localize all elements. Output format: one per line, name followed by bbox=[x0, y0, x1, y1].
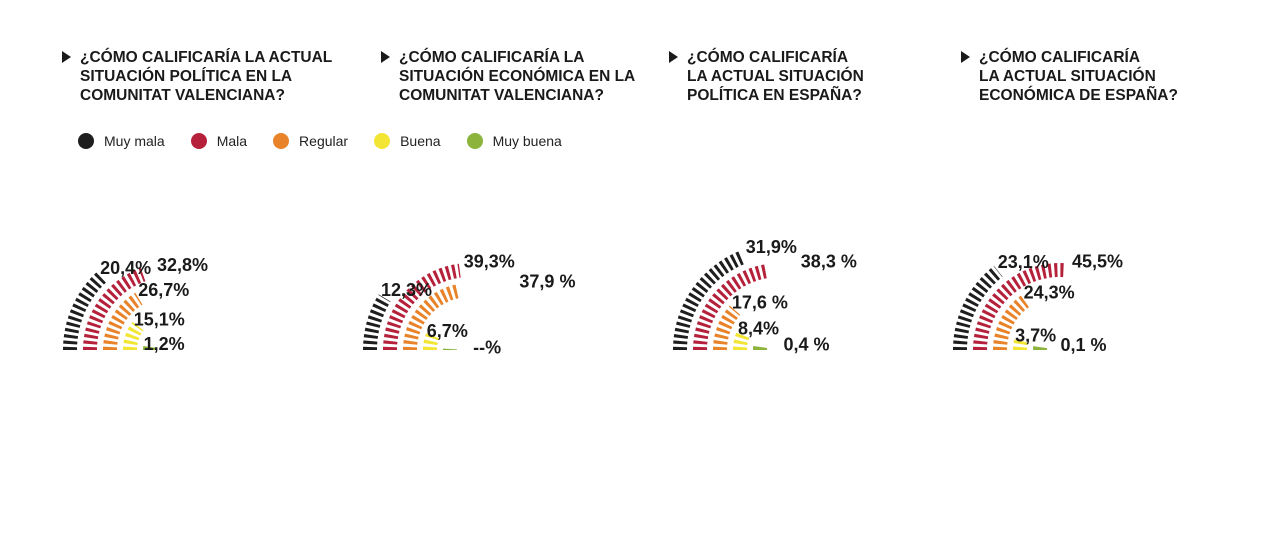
title-line: ¿Cómo calificaría bbox=[979, 49, 1141, 66]
arc-muy-mala bbox=[63, 272, 107, 351]
data-label: 0,4 % bbox=[784, 335, 830, 355]
data-label: --% bbox=[473, 337, 501, 357]
question-title-3: ¿Cómo calificaría la actual situación polí… bbox=[669, 48, 864, 105]
data-label: 3,7% bbox=[1015, 326, 1056, 346]
title-line: la actual situación bbox=[979, 68, 1156, 85]
arc-muy-mala bbox=[673, 250, 747, 351]
title-line: ¿Cómo calificaría bbox=[687, 49, 849, 66]
data-label: 38,3 % bbox=[801, 252, 857, 272]
data-label: 31,9% bbox=[746, 237, 797, 257]
data-label: 15,1% bbox=[134, 309, 185, 329]
data-label: 45,5% bbox=[1072, 252, 1123, 272]
data-label: 8,4% bbox=[738, 319, 779, 339]
data-label: 24,3% bbox=[1024, 283, 1075, 303]
question-title-2: ¿Cómo calificaría la situación económica … bbox=[381, 48, 636, 105]
question-title-1: ¿Cómo calificaría la actual situación pol… bbox=[62, 48, 333, 105]
title-line: ¿Cómo calificaría la bbox=[399, 49, 585, 66]
title-line: ¿Cómo calificaría la actual bbox=[80, 49, 333, 66]
arc-mala bbox=[973, 263, 1067, 351]
data-label: 17,6 % bbox=[732, 293, 788, 313]
chart-2: 12,3% 39,3%37,9 % 6,7%--% bbox=[363, 251, 575, 357]
legend: Muy mala Mala Regular Buena Muy buena bbox=[78, 133, 588, 149]
arc-mala bbox=[83, 268, 146, 351]
legend-label: Regular bbox=[299, 133, 349, 149]
title-line: política en España? bbox=[687, 87, 862, 104]
arc-buena bbox=[733, 330, 750, 351]
arc-mala bbox=[693, 264, 769, 351]
data-label: 12,3% bbox=[381, 280, 432, 300]
data-label: 32,8% bbox=[157, 255, 208, 275]
triangle-icon bbox=[961, 51, 970, 63]
title-line: Comunitat Valenciana? bbox=[80, 87, 285, 104]
title-line: situación política en la bbox=[80, 68, 293, 85]
legend-item: Regular bbox=[273, 133, 348, 149]
data-label: 6,7% bbox=[427, 321, 468, 341]
legend-item: Muy mala bbox=[78, 133, 165, 149]
title-line: situación económica en la bbox=[399, 68, 636, 85]
legend-item: Mala bbox=[190, 133, 248, 149]
data-label: 26,7% bbox=[138, 280, 189, 300]
legend-label: Mala bbox=[216, 133, 248, 149]
arc-buena bbox=[423, 333, 440, 351]
legend-swatch bbox=[273, 133, 290, 149]
legend-label: Muy buena bbox=[492, 133, 562, 149]
arc-mala bbox=[383, 263, 461, 351]
data-label: 23,1% bbox=[998, 252, 1049, 272]
triangle-icon bbox=[381, 51, 390, 63]
legend-swatch bbox=[190, 133, 207, 149]
legend-label: Muy mala bbox=[104, 133, 165, 149]
arc-regular bbox=[713, 305, 741, 351]
arc-buena bbox=[1013, 337, 1029, 351]
data-label: 20,4% bbox=[100, 258, 151, 278]
data-label: 37,9 % bbox=[519, 272, 575, 292]
title-line: Comunitat Valenciana? bbox=[399, 87, 604, 104]
title-line: la actual situación bbox=[687, 68, 864, 85]
arc-buena bbox=[123, 321, 144, 351]
legend-swatch bbox=[78, 133, 94, 149]
arc-regular bbox=[403, 284, 462, 351]
arc-muy-mala bbox=[953, 265, 1003, 351]
legend-label: Buena bbox=[400, 133, 441, 149]
chart-3: 31,9%38,3 % 17,6 % 8,4%0,4 % bbox=[673, 237, 857, 355]
arc-muy-mala bbox=[363, 294, 391, 351]
question-title-4: ¿Cómo calificaría la actual situación econ… bbox=[961, 48, 1178, 105]
data-label: 1,2% bbox=[144, 334, 185, 354]
chart-1: 20,4% 32,8% 26,7% 15,1% 1,2% bbox=[63, 255, 208, 354]
data-label: 0,1 % bbox=[1060, 335, 1106, 355]
arc-regular bbox=[103, 292, 143, 351]
data-label: 39,3% bbox=[464, 251, 515, 271]
legend-swatch bbox=[466, 133, 483, 149]
legend-item: Buena bbox=[374, 133, 441, 149]
chart-4: 23,1% 45,5% 24,3% 3,7% 0,1 % bbox=[953, 252, 1123, 355]
triangle-icon bbox=[669, 51, 678, 63]
triangle-icon bbox=[62, 51, 71, 63]
legend-item: Muy buena bbox=[466, 133, 562, 149]
title-line: económica de España? bbox=[979, 87, 1178, 104]
legend-swatch bbox=[374, 133, 391, 149]
